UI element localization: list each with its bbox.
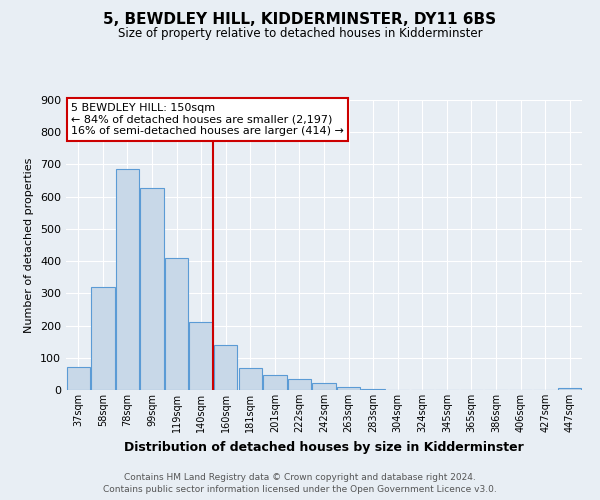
Y-axis label: Number of detached properties: Number of detached properties bbox=[25, 158, 34, 332]
Bar bbox=[190, 322, 213, 390]
Bar bbox=[214, 345, 238, 390]
Bar bbox=[140, 188, 164, 390]
Text: Size of property relative to detached houses in Kidderminster: Size of property relative to detached ho… bbox=[118, 28, 482, 40]
Bar bbox=[116, 170, 139, 390]
Bar bbox=[91, 287, 115, 390]
Bar bbox=[239, 368, 262, 390]
Text: 5, BEWDLEY HILL, KIDDERMINSTER, DY11 6BS: 5, BEWDLEY HILL, KIDDERMINSTER, DY11 6BS bbox=[103, 12, 497, 28]
Bar bbox=[361, 389, 385, 390]
Text: Contains HM Land Registry data © Crown copyright and database right 2024.: Contains HM Land Registry data © Crown c… bbox=[124, 472, 476, 482]
Bar bbox=[313, 383, 335, 390]
Text: Contains public sector information licensed under the Open Government Licence v3: Contains public sector information licen… bbox=[103, 485, 497, 494]
Bar bbox=[263, 374, 287, 390]
Bar bbox=[337, 387, 360, 390]
X-axis label: Distribution of detached houses by size in Kidderminster: Distribution of detached houses by size … bbox=[124, 440, 524, 454]
Text: 5 BEWDLEY HILL: 150sqm
← 84% of detached houses are smaller (2,197)
16% of semi-: 5 BEWDLEY HILL: 150sqm ← 84% of detached… bbox=[71, 103, 344, 136]
Bar bbox=[165, 258, 188, 390]
Bar bbox=[67, 367, 90, 390]
Bar bbox=[288, 378, 311, 390]
Bar bbox=[558, 388, 581, 390]
